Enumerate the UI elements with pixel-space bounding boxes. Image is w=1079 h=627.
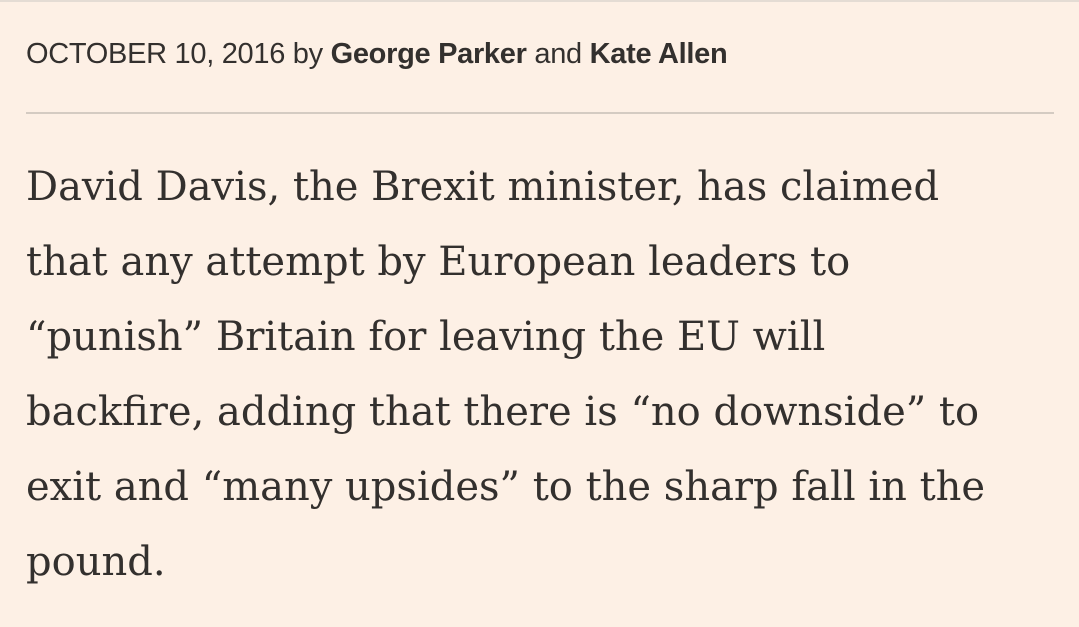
author[interactable]: George Parker [330,38,527,70]
paragraph-line: exit and “many upsides” to the sharp fal… [26,464,986,510]
byline: OCTOBER 10, 2016 by George Parker and Ka… [26,38,728,71]
paragraph-line: David Davis, the Brexit minister, has cl… [26,164,940,210]
author[interactable]: Kate Allen [589,38,728,70]
paragraph-line: pound. [26,539,166,585]
byline-word: and [534,38,582,70]
paragraph-line: that any attempt by European leaders to [26,239,851,285]
divider [26,112,1054,114]
date: OCTOBER 10, 2016 [26,38,286,70]
article-body: David Davis, the Brexit minister, has cl… [26,150,985,600]
byline-word: by [292,38,323,70]
paragraph-line: “punish” Britain for leaving the EU will [26,314,826,360]
paragraph-line: backfire, adding that there is “no downs… [26,389,980,435]
